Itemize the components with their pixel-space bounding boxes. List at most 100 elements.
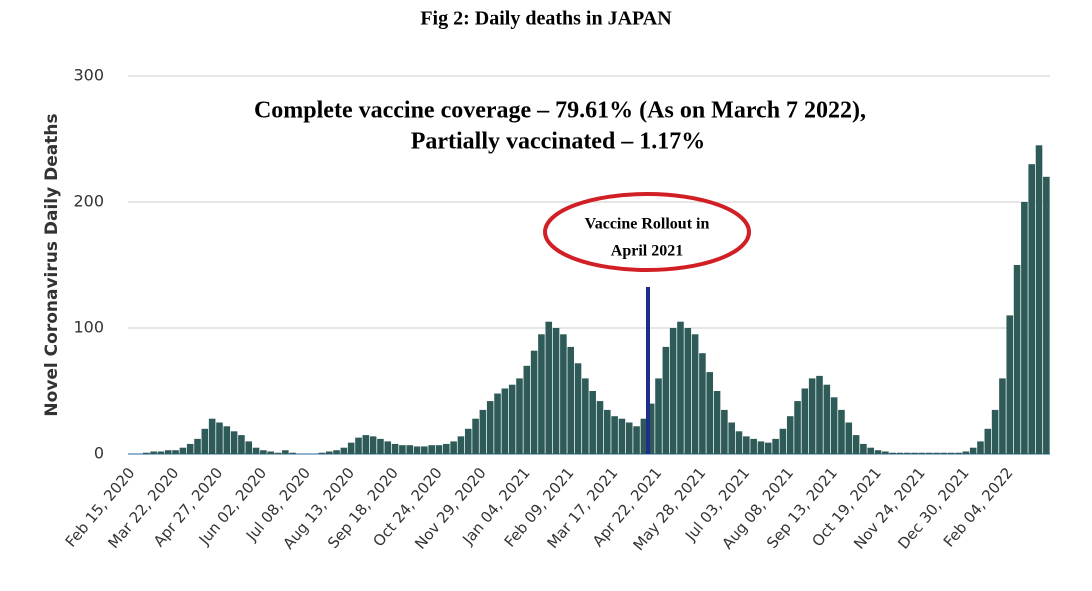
y-axis-label: Novel Coronavirus Daily Deaths bbox=[42, 113, 62, 416]
bar bbox=[691, 334, 699, 454]
bar bbox=[918, 452, 926, 454]
bar bbox=[384, 441, 392, 454]
y-tick-label: 300 bbox=[73, 66, 104, 85]
bar bbox=[289, 452, 296, 454]
bar bbox=[245, 441, 253, 454]
bar bbox=[933, 452, 940, 454]
bar bbox=[457, 436, 465, 454]
bar bbox=[991, 409, 999, 454]
y-tick-label: 100 bbox=[73, 318, 104, 337]
bar bbox=[823, 384, 831, 454]
bar bbox=[508, 384, 516, 454]
bar bbox=[743, 436, 750, 454]
bar bbox=[713, 391, 721, 454]
bar bbox=[516, 378, 523, 454]
bar bbox=[230, 431, 238, 454]
bar bbox=[238, 435, 245, 454]
bar bbox=[786, 416, 794, 454]
bar bbox=[977, 441, 984, 454]
bar bbox=[677, 321, 684, 454]
bar bbox=[625, 422, 633, 454]
bar bbox=[530, 350, 538, 454]
bar bbox=[325, 451, 333, 454]
bar bbox=[801, 388, 809, 454]
bar bbox=[925, 452, 933, 454]
bar bbox=[267, 451, 274, 454]
bar bbox=[443, 443, 450, 454]
bar bbox=[1035, 145, 1043, 455]
bar bbox=[362, 435, 370, 454]
bar bbox=[728, 422, 735, 454]
bar bbox=[962, 451, 970, 454]
bar bbox=[421, 446, 428, 454]
bar bbox=[779, 428, 787, 454]
bar bbox=[947, 452, 955, 454]
bar bbox=[684, 328, 692, 454]
bar bbox=[882, 451, 889, 454]
bar bbox=[860, 443, 867, 454]
bar bbox=[186, 443, 194, 454]
bar bbox=[406, 445, 414, 454]
bar bbox=[552, 328, 560, 454]
bar bbox=[347, 442, 355, 454]
bar bbox=[274, 452, 282, 454]
y-tick-label: 200 bbox=[73, 192, 104, 211]
bar bbox=[764, 442, 772, 454]
bar bbox=[647, 403, 655, 454]
bar bbox=[486, 401, 494, 454]
bar bbox=[955, 452, 962, 454]
bar bbox=[318, 452, 326, 454]
bar bbox=[172, 450, 179, 454]
bar bbox=[604, 409, 611, 454]
bar bbox=[501, 388, 509, 454]
bar bbox=[896, 452, 904, 454]
bar bbox=[706, 372, 714, 454]
bar bbox=[808, 378, 816, 454]
bar bbox=[772, 438, 779, 454]
bar bbox=[574, 363, 582, 454]
bar bbox=[1028, 164, 1035, 454]
bar bbox=[1021, 202, 1028, 454]
bar bbox=[391, 443, 399, 454]
chart-title: Fig 2: Daily deaths in JAPAN bbox=[420, 8, 672, 30]
bar bbox=[201, 428, 209, 454]
bar bbox=[984, 428, 992, 454]
bar bbox=[596, 401, 604, 454]
bar bbox=[494, 393, 501, 454]
bar bbox=[545, 321, 553, 454]
bar bbox=[618, 418, 626, 454]
bar bbox=[867, 447, 875, 454]
annotation: Partially vaccinated – 1.17% bbox=[411, 129, 706, 155]
annotation: April 2021 bbox=[611, 243, 683, 260]
bar bbox=[282, 450, 289, 454]
bar bbox=[164, 450, 172, 454]
bar bbox=[750, 438, 757, 454]
bar bbox=[435, 445, 443, 454]
bar bbox=[889, 452, 896, 454]
bar bbox=[699, 353, 706, 454]
bar bbox=[538, 334, 545, 454]
bar bbox=[1006, 315, 1014, 454]
bar bbox=[179, 447, 187, 454]
bar bbox=[560, 334, 567, 454]
bar bbox=[223, 426, 231, 454]
bar bbox=[472, 418, 479, 454]
bar bbox=[428, 445, 435, 454]
bar bbox=[911, 452, 918, 454]
annotation: Vaccine Rollout in bbox=[585, 216, 710, 233]
bar bbox=[340, 447, 348, 454]
bar bbox=[208, 418, 216, 454]
bar bbox=[355, 437, 362, 454]
bar bbox=[369, 436, 377, 454]
bar bbox=[655, 378, 662, 454]
bar bbox=[845, 422, 853, 454]
bar bbox=[1013, 265, 1021, 454]
bar bbox=[377, 438, 384, 454]
bar bbox=[904, 452, 911, 454]
bar bbox=[662, 346, 670, 454]
bar bbox=[830, 397, 838, 454]
bar bbox=[194, 438, 201, 454]
bar bbox=[721, 409, 728, 454]
bar bbox=[757, 441, 765, 454]
